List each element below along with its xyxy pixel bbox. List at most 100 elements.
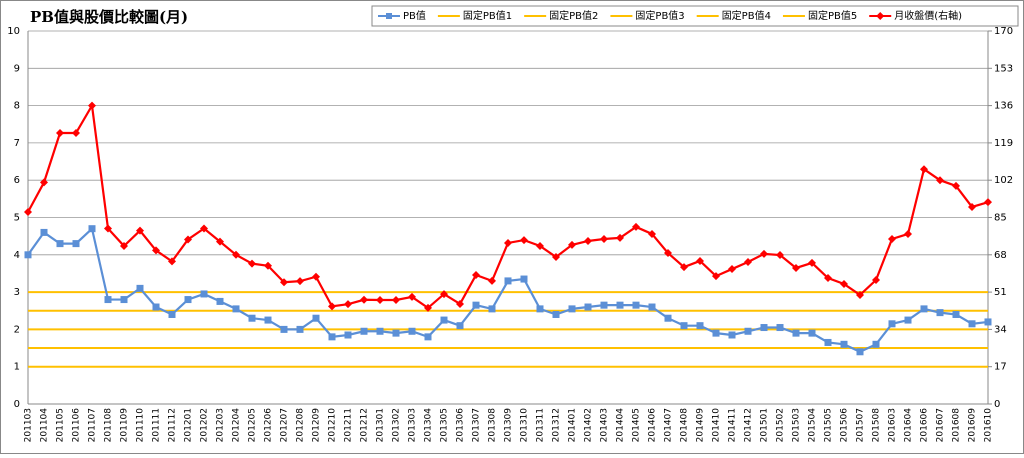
marker (360, 327, 368, 335)
marker (696, 322, 704, 330)
x-tick-label: 201607 (936, 408, 946, 442)
marker (152, 303, 160, 311)
marker (136, 226, 144, 235)
marker (936, 309, 944, 317)
marker (344, 300, 352, 309)
marker (408, 327, 416, 335)
y2-tick-label: 102 (994, 175, 1013, 186)
marker (984, 198, 992, 207)
x-tick-label: 201401 (568, 408, 578, 442)
marker (88, 225, 96, 233)
x-tick-label: 201404 (616, 408, 626, 443)
x-tick-label: 201508 (872, 408, 882, 443)
marker (200, 290, 208, 298)
x-tick-label: 201308 (488, 408, 498, 443)
x-tick-label: 201302 (392, 408, 402, 442)
marker (184, 235, 192, 244)
x-tick-label: 201610 (984, 408, 994, 443)
marker (744, 327, 752, 335)
marker (264, 316, 272, 324)
y-tick-label: 3 (14, 287, 20, 298)
x-tick-label: 201304 (424, 408, 434, 443)
x-tick-label: 201202 (200, 408, 210, 442)
marker (264, 261, 272, 270)
x-tick-label: 201311 (536, 408, 546, 442)
marker (984, 318, 992, 326)
marker (776, 324, 784, 332)
x-tick-label: 201110 (136, 408, 146, 443)
marker (552, 310, 560, 318)
marker (216, 237, 224, 246)
x-tick-label: 201609 (968, 408, 978, 443)
marker (616, 301, 624, 309)
marker (776, 251, 784, 260)
marker (872, 340, 880, 348)
x-tick-label: 201403 (600, 408, 610, 442)
legend-box (371, 5, 1019, 27)
marker (488, 276, 496, 285)
marker (856, 348, 864, 356)
marker (152, 246, 160, 255)
marker (968, 320, 976, 328)
marker (216, 297, 224, 305)
x-tick-label: 201406 (648, 408, 658, 443)
y2-tick-label: 0 (994, 399, 1000, 410)
marker (296, 325, 304, 333)
marker (520, 275, 528, 283)
marker (952, 310, 960, 318)
marker (120, 242, 128, 251)
marker (744, 258, 752, 267)
x-tick-label: 201505 (824, 408, 834, 442)
y2-tick-label: 153 (994, 63, 1013, 74)
x-tick-label: 201209 (312, 408, 322, 443)
y-tick-label: 9 (14, 63, 20, 74)
x-tick-label: 201507 (856, 408, 866, 442)
x-tick-label: 201107 (88, 408, 98, 442)
x-tick-label: 201106 (72, 408, 82, 443)
marker (24, 251, 32, 259)
marker (760, 249, 768, 258)
x-tick-label: 201112 (168, 408, 178, 442)
y-tick-label: 2 (14, 324, 20, 335)
x-tick-label: 201604 (904, 408, 914, 443)
x-tick-label: 201109 (120, 408, 130, 443)
marker (72, 240, 80, 248)
marker (536, 242, 544, 251)
marker (408, 292, 416, 301)
x-tick-label: 201411 (728, 408, 738, 442)
marker (536, 305, 544, 313)
x-tick-label: 201303 (408, 408, 418, 442)
marker (632, 301, 640, 309)
y-tick-label: 4 (14, 250, 20, 261)
y2-tick-label: 136 (994, 101, 1013, 112)
marker (232, 305, 240, 313)
marker (664, 314, 672, 322)
marker (552, 252, 560, 261)
marker (56, 240, 64, 248)
marker (872, 276, 880, 285)
marker (424, 303, 432, 312)
x-tick-label: 201103 (24, 408, 34, 442)
marker (520, 236, 528, 245)
y-tick-label: 0 (14, 399, 20, 410)
x-tick-label: 201206 (264, 408, 274, 443)
x-tick-label: 201312 (552, 408, 562, 442)
y-tick-label: 10 (7, 26, 20, 37)
marker (904, 316, 912, 324)
x-tick-label: 201104 (40, 408, 50, 443)
marker (232, 250, 240, 259)
y-tick-label: 1 (14, 362, 20, 373)
x-tick-label: 201402 (584, 408, 594, 442)
legend-label: PB值 (403, 9, 426, 22)
marker (376, 327, 384, 335)
marker (248, 259, 256, 268)
marker (456, 322, 464, 330)
marker (312, 314, 320, 322)
marker (840, 279, 848, 288)
marker (376, 295, 384, 304)
x-tick-label: 201405 (632, 408, 642, 442)
marker (184, 296, 192, 304)
x-tick-label: 201201 (184, 408, 194, 442)
y-tick-label: 7 (14, 138, 20, 149)
